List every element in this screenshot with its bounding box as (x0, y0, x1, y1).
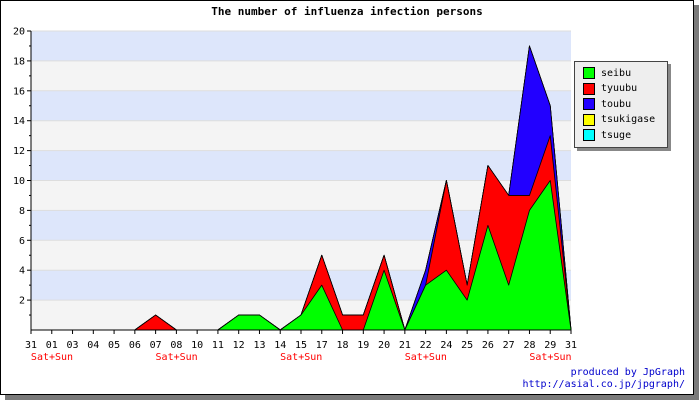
x-tick-label: 24 (440, 340, 452, 351)
legend-swatch (583, 129, 595, 141)
legend-label: tsukigase (601, 114, 656, 125)
x-tick-label: 15 (295, 340, 307, 351)
chart-frame: The number of influenza infection person… (0, 0, 694, 395)
x-tick-label: 06 (129, 340, 141, 351)
legend-item: toubu (583, 98, 631, 110)
chart-title: The number of influenza infection person… (211, 5, 483, 18)
x-tick-label: 20 (378, 340, 390, 351)
legend-swatch (583, 113, 595, 126)
x-tick-label: 04 (87, 340, 99, 351)
x-tick-label: 31 (25, 340, 37, 351)
x-tick-label: 18 (337, 340, 349, 351)
x-tick-label: 12 (233, 340, 245, 351)
x-tick-label: 08 (170, 340, 182, 351)
y-tick-label: 6 (19, 236, 25, 247)
legend-swatch (583, 98, 595, 110)
y-tick-label: 12 (13, 146, 25, 157)
x-tick-label: 03 (67, 340, 79, 351)
y-tick-label: 14 (13, 116, 25, 127)
x-tick-label: 31 (565, 340, 577, 351)
legend: seibu tyuubu toubu tsukigase tsuge (574, 61, 668, 148)
x-tick-label: 01 (46, 340, 58, 351)
x-tick-label: 10 (191, 340, 203, 351)
credit-line-1: produced by JpGraph (570, 367, 685, 378)
grid-band (31, 60, 571, 91)
x-tick-label: 26 (482, 340, 494, 351)
x-tick-label: 13 (253, 340, 265, 351)
x-tick-label: 05 (108, 340, 120, 351)
x-tick-label: 22 (420, 340, 432, 351)
weekend-label: Sat+Sun (405, 352, 447, 363)
credit-line-2: http://asial.co.jp/jpgraph/ (522, 379, 685, 390)
legend-label: tyuubu (601, 83, 638, 94)
grid-band (31, 31, 571, 61)
weekend-label: Sat+Sun (156, 352, 198, 363)
weekend-label: Sat+Sun (280, 352, 322, 363)
legend-item: tyuubu (583, 82, 638, 95)
grid-band (31, 90, 571, 121)
y-tick-label: 4 (19, 266, 25, 277)
legend-swatch (583, 67, 595, 79)
weekend-label: Sat+Sun (529, 352, 571, 363)
y-tick-label: 10 (13, 176, 25, 187)
legend-item: tsuge (583, 129, 631, 141)
legend-item: seibu (583, 67, 631, 79)
y-tick-label: 16 (13, 86, 25, 97)
x-tick-label: 29 (544, 340, 556, 351)
x-tick-label: 14 (274, 340, 286, 351)
x-tick-label: 27 (503, 340, 515, 351)
x-tick-label: 28 (523, 340, 535, 351)
x-tick-label: 21 (399, 340, 411, 351)
x-tick-label: 11 (212, 340, 224, 351)
y-tick-label: 20 (13, 27, 25, 38)
y-tick-label: 18 (13, 56, 25, 67)
x-tick-label: 07 (150, 340, 162, 351)
legend-item: tsukigase (583, 113, 656, 126)
grid-band (31, 150, 571, 181)
legend-swatch (583, 82, 595, 95)
x-tick-label: 17 (316, 340, 328, 351)
x-tick-label: 25 (461, 340, 473, 351)
x-tick-label: 19 (357, 340, 369, 351)
legend-label: toubu (601, 98, 632, 110)
legend-label: seibu (601, 67, 632, 79)
legend-label: tsuge (601, 129, 632, 141)
grid-band (31, 120, 571, 151)
y-tick-label: 2 (19, 296, 25, 307)
weekend-label: Sat+Sun (31, 352, 73, 363)
y-tick-label: 8 (19, 206, 25, 217)
